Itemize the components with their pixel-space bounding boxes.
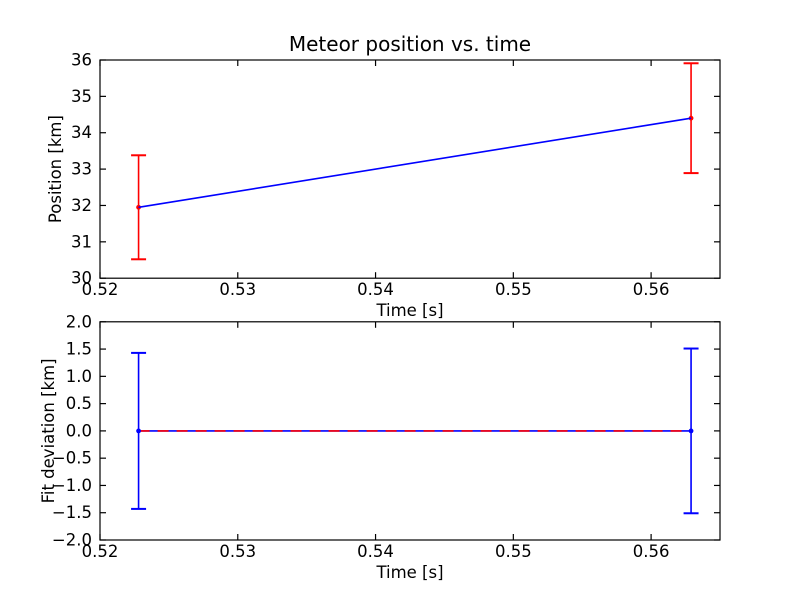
bottom-subplot: 0.52 0.53 0.54 0.55 0.56 2.0 1.5 1.0 0.5 0.0 −0.5 −… — [39, 312, 721, 582]
y-axis-label: Fit deviation [km] — [39, 358, 58, 503]
x-tick-label: 0.52 — [82, 542, 119, 561]
plot-title: Meteor position vs. time — [289, 32, 531, 56]
y-tick-label: −0.5 — [52, 449, 92, 468]
y-tick-label: 34 — [71, 123, 92, 142]
x-axis-label: Time [s] — [375, 563, 443, 582]
fit-deviation-errorbars-marker — [136, 428, 141, 434]
y-tick-label: 31 — [71, 232, 92, 251]
x-tick-label: 0.55 — [495, 542, 532, 561]
linear-fit-line — [138, 117, 692, 209]
y-tick-label: −2.0 — [52, 531, 92, 550]
plot-frame — [99, 321, 721, 541]
y-tick-label: 33 — [71, 160, 92, 179]
y-tick-label: 2.0 — [66, 312, 92, 331]
fit-deviation-errorbars-marker — [688, 428, 694, 434]
plot-frame — [99, 59, 721, 279]
y-tick-label: −1.5 — [52, 503, 92, 522]
x-tick-label: 0.56 — [633, 542, 670, 561]
y-tick-label: −1.0 — [52, 476, 92, 495]
y-tick-label: 0.0 — [66, 421, 92, 440]
x-tick-label: 0.53 — [219, 542, 256, 561]
y-tick-label: 36 — [71, 51, 92, 70]
x-tick-label: 0.56 — [633, 280, 670, 299]
x-axis-label: Time [s] — [375, 301, 443, 320]
y-tick-label: 32 — [71, 196, 92, 215]
y-tick-label: 30 — [71, 269, 92, 288]
top-subplot: 0.52 0.53 0.54 0.55 0.56 30 31 32 33 34 35 36 Meteor… — [46, 32, 721, 320]
y-tick-label: 35 — [71, 87, 92, 106]
x-tick-label: 0.53 — [219, 280, 256, 299]
y-tick-label: 1.5 — [66, 340, 92, 359]
y-tick-label: 1.0 — [66, 367, 92, 386]
x-tick-label: 0.54 — [357, 542, 394, 561]
y-tick-label: 0.5 — [66, 394, 92, 413]
x-tick-label: 0.54 — [357, 280, 394, 299]
x-tick-label: 0.52 — [82, 280, 119, 299]
x-tick-label: 0.55 — [495, 280, 532, 299]
y-axis-label: Position [km] — [46, 115, 65, 223]
